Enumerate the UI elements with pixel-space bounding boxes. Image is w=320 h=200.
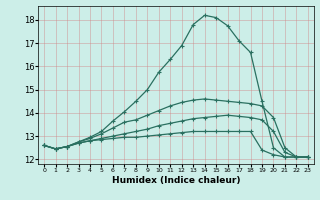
X-axis label: Humidex (Indice chaleur): Humidex (Indice chaleur) — [112, 176, 240, 185]
